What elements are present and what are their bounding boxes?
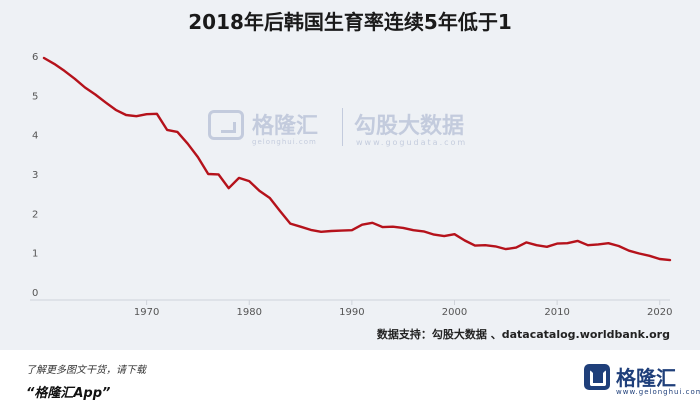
watermark-brand: 格隆汇: [252, 114, 319, 139]
x-tick-label: 2010: [544, 307, 569, 318]
footer-logo: 格隆汇 www.gelonghui.com: [584, 360, 700, 400]
fertility-rate-series-line: [42, 56, 672, 262]
watermark-brand-sub: gelonghui.com: [252, 138, 317, 146]
watermark-partner-sub: www.gogudata.com: [356, 138, 468, 147]
fertility-line-chart: 0 1 2 3 4 5 6 1970 1980 1990 2000 2010 2020: [30, 52, 672, 318]
watermark: 格隆汇 gelonghui.com 勾股大数据 www.gogudata.com: [208, 104, 508, 152]
footer-logo-sub: www.gelonghui.com: [616, 388, 700, 396]
y-tick-label: 3: [32, 170, 38, 181]
x-tick-label: 2000: [442, 307, 467, 318]
y-tick-label: 2: [32, 209, 38, 220]
footer-download-prompt: 了解更多图文干货，请下载: [26, 365, 146, 376]
watermark-partner: 勾股大数据: [354, 114, 465, 139]
gelonghui-logo-icon: [208, 110, 244, 140]
gelonghui-logo-icon: [584, 364, 610, 390]
y-tick-label: 6: [32, 52, 38, 63]
x-tick-label: 1990: [339, 307, 364, 318]
chart-background: [0, 0, 700, 350]
footer-logo-text: 格隆汇: [616, 366, 676, 390]
y-tick-label: 1: [32, 249, 38, 260]
watermark-divider: [342, 108, 343, 146]
footer-app-name: “格隆汇App”: [26, 386, 111, 401]
y-tick-label: 0: [32, 288, 38, 299]
data-source: 数据支持：勾股大数据 、datacatalog.worldbank.org: [376, 328, 670, 341]
x-tick-label: 2020: [647, 307, 672, 318]
x-tick-label: 1980: [237, 307, 262, 318]
x-tick-label: 1970: [134, 307, 159, 318]
chart-title: 2018年后韩国生育率连续5年低于1: [188, 10, 512, 34]
y-tick-label: 4: [32, 131, 38, 142]
y-tick-label: 5: [32, 91, 38, 102]
